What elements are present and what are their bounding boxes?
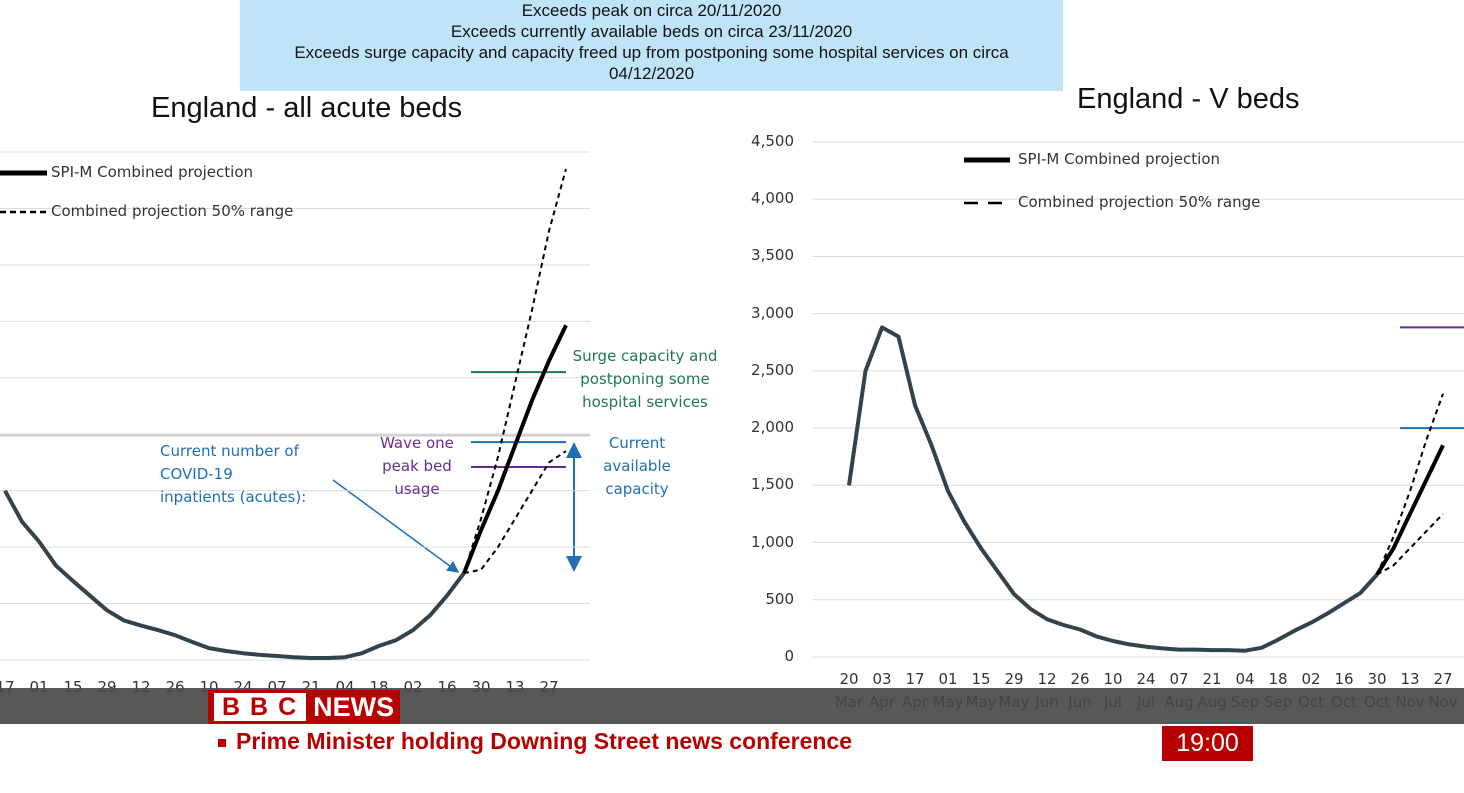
range-line xyxy=(1376,393,1444,576)
series-line xyxy=(3,489,466,660)
banner-line: Exceeds currently available beds on circ… xyxy=(450,22,853,41)
reference-label: Current available capacity xyxy=(603,434,671,498)
legend-label: SPI-M Combined projection xyxy=(51,163,254,181)
reference-label: Wave one peak bed usage xyxy=(380,434,454,498)
y-tick-label: 2,000 xyxy=(751,418,794,437)
y-tick-label: 4,000 xyxy=(751,189,794,208)
banner: Exceeds peak on circa 20/11/2020 Exceeds… xyxy=(240,0,1063,91)
bbc-logo: BBC NEWS xyxy=(208,690,401,724)
range-line xyxy=(1376,513,1444,576)
range-line xyxy=(463,450,567,575)
y-tick-label: 3,500 xyxy=(751,246,794,265)
series-line xyxy=(847,325,1379,653)
y-tick-label: 4,500 xyxy=(751,132,794,150)
banner-line: 04/12/2020 xyxy=(608,64,695,83)
y-tick-label: 1,000 xyxy=(751,532,794,551)
legend-label: Combined projection 50% range xyxy=(1018,193,1261,211)
range-line xyxy=(463,168,567,574)
headline: Prime Minister holding Downing Street ne… xyxy=(236,728,852,754)
annotation: Current number of COVID-19 inpatients (a… xyxy=(160,442,307,506)
brand-text: BBC xyxy=(214,693,307,721)
chart-title: England - all acute beds xyxy=(151,92,463,124)
y-tick-label: 1,500 xyxy=(751,475,794,494)
y-tick-label: 2,500 xyxy=(751,360,794,379)
chart-title: England - V beds xyxy=(1077,83,1300,115)
banner-line: Exceeds peak on circa 20/11/2020 xyxy=(521,1,782,20)
channel: NEWS xyxy=(313,691,395,722)
banner-line: Exceeds surge capacity and capacity free… xyxy=(294,43,1009,62)
legend-label: SPI-M Combined projection xyxy=(1018,150,1221,168)
brand: BBC xyxy=(214,693,307,721)
annotation-arrow xyxy=(332,479,460,573)
legend-label: Combined projection 50% range xyxy=(51,202,294,220)
y-tick-label: 3,000 xyxy=(751,303,794,322)
reference-label: Surge capacity and postponing some hospi… xyxy=(572,347,718,411)
y-tick-label: 500 xyxy=(765,589,794,608)
bullet xyxy=(218,739,226,747)
clock: 19:00 xyxy=(1162,726,1253,761)
series-line xyxy=(462,324,568,574)
y-tick-label: 0 xyxy=(784,647,794,665)
series-line xyxy=(1375,444,1445,576)
